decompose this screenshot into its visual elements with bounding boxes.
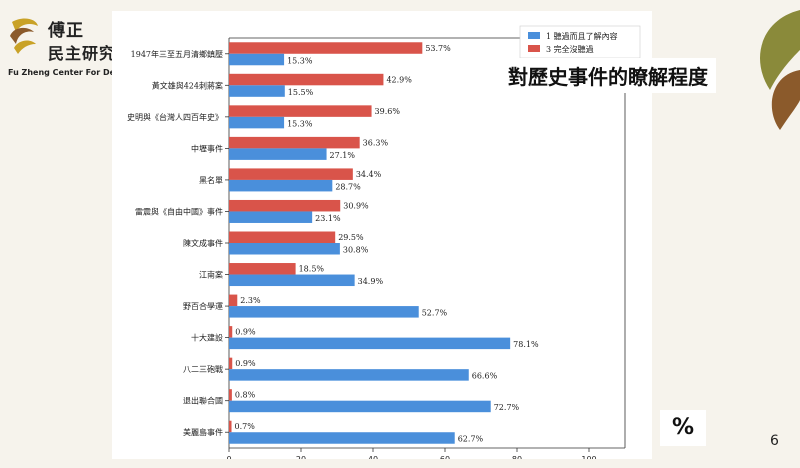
category-label: 八二三砲戰 [183,364,223,374]
logo-mark-icon [10,18,38,54]
category-label: 中壢事件 [191,143,223,153]
x-tick-label: 20 [296,455,306,459]
bar-blue [229,400,491,413]
bar-blue [229,243,340,255]
x-tick-label: 40 [368,455,378,459]
data-label-blue: 27.1% [330,151,356,160]
data-label-red: 0.9% [235,359,256,368]
bar-blue [229,306,419,318]
bar-red [229,73,384,86]
x-tick-label: 100 [581,455,596,459]
category-label: 陳文成事件 [183,238,223,248]
bar-red [229,326,233,338]
data-label-blue: 15.3% [287,56,313,65]
data-label-blue: 23.1% [315,214,341,223]
legend-box [519,25,641,59]
bar-red [229,199,341,212]
legend-label-blue: 1 聽過而且了解內容 [546,31,618,41]
bar-chart: 0 20 40 60 80 100 1947年三至五月清鄉鎮壓 53.7% 15.3% 黃文雄與4… [127,25,641,459]
bar-blue [229,148,327,160]
category-label: 美麗島事件 [183,427,223,437]
logo-text-line1: 傅正 [48,21,84,41]
bar-blue [229,337,511,350]
category-label: 1947年三至五月清鄉鎮壓 [131,49,223,59]
bar-blue [229,85,285,97]
category-label: 江南案 [199,270,223,280]
x-tick-label: 0 [226,455,231,459]
unit-label: % [660,410,706,446]
slide-title: 對歷史事件的瞭解程度 [500,58,716,93]
bar-red [229,42,423,54]
data-label-blue: 34.9% [358,277,384,286]
category-label: 史明與《台灣人四百年史》 [127,112,223,122]
bar-red [229,136,360,149]
bar-blue [229,116,285,129]
data-label-blue: 52.7% [422,309,448,318]
data-label-red: 2.3% [240,296,261,305]
data-label-red: 39.6% [375,107,401,116]
x-tick-label: 80 [512,455,522,459]
bar-blue [229,432,455,444]
data-label-red: 30.9% [343,201,369,210]
data-label-blue: 72.7% [494,403,520,412]
legend-swatch-red [528,45,540,52]
bar-red [229,294,238,307]
bar-red [229,420,232,433]
data-label-blue: 66.6% [472,372,498,381]
data-label-red: 0.9% [235,328,256,337]
logo-text-line2: 民主研究 [48,44,117,63]
bar-blue [229,274,355,287]
data-label-red: 29.5% [338,233,364,242]
bar-blue [229,369,469,381]
page-number: 6 [770,433,779,449]
decorative-leaves [760,10,800,130]
data-label-red: 0.7% [235,422,256,431]
data-label-red: 0.8% [235,391,256,400]
category-label: 野百合學運 [183,301,223,311]
data-label-red: 34.4% [356,170,382,179]
bar-red [229,168,353,180]
data-label-blue: 15.5% [288,88,314,97]
logo-text-english: Fu Zheng Center For Dem [8,68,124,77]
category-label: 退出聯合國 [183,396,223,406]
bar-red [229,231,336,243]
bar-blue [229,53,285,66]
data-label-blue: 28.7% [335,182,361,191]
bar-blue [229,211,313,223]
category-label: 黑名單 [199,175,223,185]
category-label: 雷震與《自由中國》事件 [135,206,223,216]
data-label-red: 36.3% [363,138,389,147]
bar-red [229,357,233,370]
data-label-blue: 15.3% [287,119,313,128]
category-label: 十大建設 [191,333,223,343]
x-tick-label: 60 [440,455,450,459]
legend-swatch-blue [528,32,540,39]
data-label-red: 18.5% [299,265,325,274]
data-label-blue: 30.8% [343,246,369,255]
bar-red [229,105,372,117]
bar-blue [229,179,333,192]
category-label: 黃文雄與424刺蔣案 [152,80,223,90]
bar-red [229,263,296,275]
legend-label-red: 3 完全沒聽過 [546,44,594,54]
bar-red [229,389,232,401]
data-label-blue: 62.7% [458,435,484,444]
data-label-blue: 78.1% [513,340,539,349]
data-label-red: 53.7% [425,44,451,53]
data-label-red: 42.9% [386,75,412,84]
